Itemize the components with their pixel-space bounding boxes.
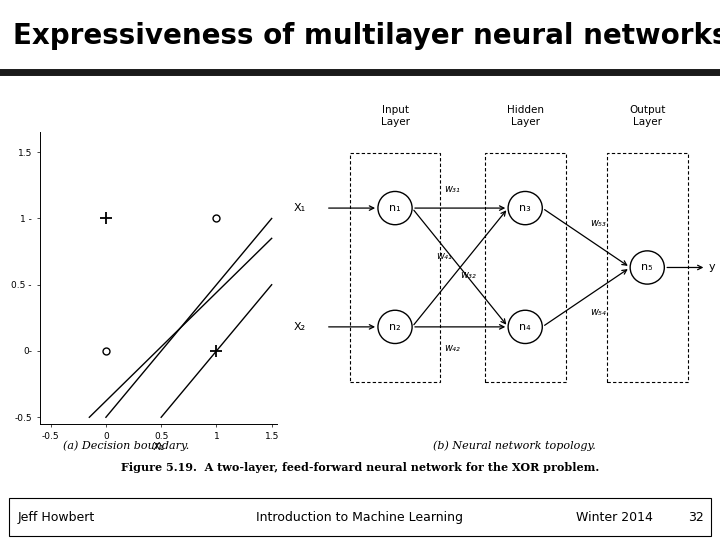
Text: X₁: X₁ (294, 203, 305, 213)
Text: Introduction to Machine Learning: Introduction to Machine Learning (256, 510, 464, 524)
Text: y: y (709, 262, 716, 273)
Text: Output
Layer: Output Layer (629, 105, 665, 127)
Bar (606, 153, 688, 382)
Bar (485, 153, 566, 382)
Circle shape (630, 251, 665, 284)
Text: w₃₂: w₃₂ (460, 271, 476, 280)
Circle shape (378, 310, 412, 343)
Text: w₄₂: w₄₂ (444, 343, 460, 353)
Text: n₅: n₅ (642, 262, 653, 273)
Circle shape (508, 310, 542, 343)
Text: n₂: n₂ (390, 322, 401, 332)
Text: n₄: n₄ (519, 322, 531, 332)
Text: n₃: n₃ (519, 203, 531, 213)
Text: Hidden
Layer: Hidden Layer (507, 105, 544, 127)
Bar (9, 498, 711, 536)
X-axis label: X₁: X₁ (153, 442, 164, 452)
Text: Figure 5.19.  A two-layer, feed-forward neural network for the XOR problem.: Figure 5.19. A two-layer, feed-forward n… (121, 462, 599, 472)
Circle shape (508, 192, 542, 225)
Text: X₂: X₂ (294, 322, 305, 332)
Text: w₄₁: w₄₁ (436, 251, 451, 261)
Circle shape (378, 192, 412, 225)
Text: n₁: n₁ (390, 203, 401, 213)
Text: Expressiveness of multilayer neural networks: Expressiveness of multilayer neural netw… (13, 22, 720, 50)
Text: Input
Layer: Input Layer (381, 105, 410, 127)
Text: (b) Neural network topology.: (b) Neural network topology. (433, 440, 596, 451)
Text: w₃₁: w₃₁ (444, 184, 460, 194)
Text: 32: 32 (688, 510, 703, 524)
Text: w₅₄: w₅₄ (590, 307, 606, 317)
Bar (351, 153, 440, 382)
Text: Jeff Howbert: Jeff Howbert (18, 510, 95, 524)
Text: (a) Decision boundary.: (a) Decision boundary. (63, 440, 189, 451)
Text: Winter 2014: Winter 2014 (576, 510, 653, 524)
Text: w₅₃: w₅₃ (590, 218, 606, 228)
